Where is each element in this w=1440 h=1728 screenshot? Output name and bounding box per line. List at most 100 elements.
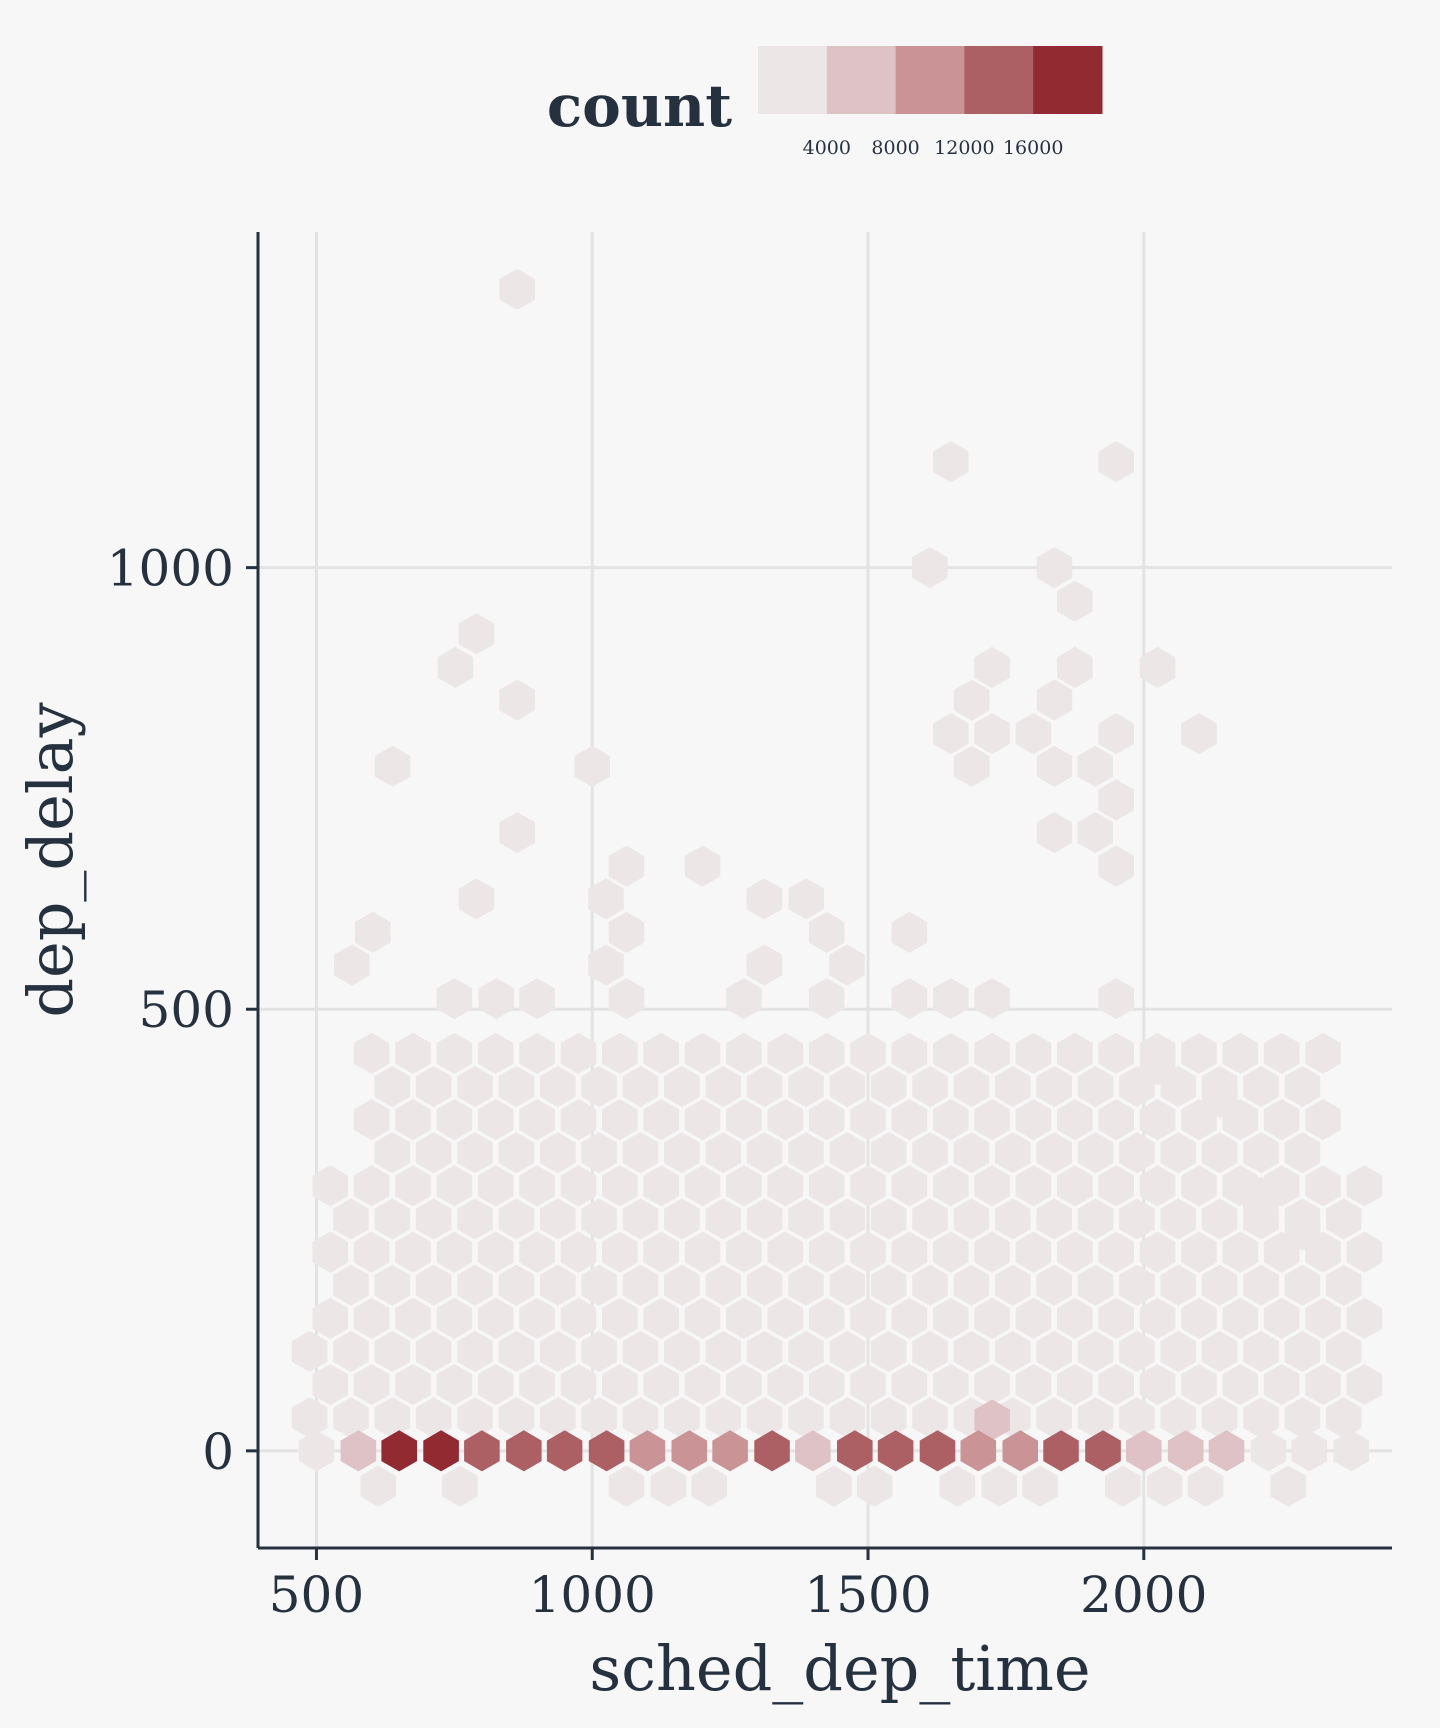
hex-cell xyxy=(850,1099,886,1141)
hex-cell xyxy=(1326,1264,1362,1306)
hex-cell xyxy=(1250,1430,1287,1472)
hex-cell xyxy=(1139,1165,1176,1207)
hex-cell xyxy=(746,1132,783,1174)
hex-cell xyxy=(1243,1264,1279,1306)
hex-cell xyxy=(333,1330,369,1372)
hex-cell xyxy=(498,1132,535,1174)
hex-cell xyxy=(540,1264,576,1306)
hex-cell xyxy=(415,1132,452,1174)
hex-cell xyxy=(933,1297,969,1339)
hex-cell xyxy=(891,1297,928,1339)
hex-cell xyxy=(622,1397,659,1439)
hex-cell xyxy=(664,1198,700,1240)
hex-cell xyxy=(746,1330,783,1372)
hex-cell xyxy=(726,1364,762,1406)
y-tick-label: 1000 xyxy=(107,540,234,598)
hex-cell xyxy=(1057,646,1093,688)
hex-cell xyxy=(643,1364,679,1406)
hex-cell xyxy=(1098,1297,1134,1339)
hex-cell xyxy=(374,1330,411,1372)
hex-cell xyxy=(457,1264,493,1306)
hex-cell xyxy=(1036,1264,1072,1306)
hex-cell xyxy=(933,1165,969,1207)
hex-cell xyxy=(933,1099,969,1141)
x-axis-title: sched_dep_time xyxy=(589,1632,1090,1705)
hex-cell xyxy=(519,1165,555,1207)
hex-cell xyxy=(974,1399,1010,1441)
hex-cell xyxy=(939,1465,976,1507)
hex-cell xyxy=(995,1066,1031,1108)
hex-cell xyxy=(1160,1330,1197,1372)
hex-cell xyxy=(870,1264,907,1306)
hex-cell xyxy=(643,1297,679,1339)
hex-cell xyxy=(995,1132,1031,1174)
hex-cell xyxy=(374,1066,411,1108)
hex-cell xyxy=(808,911,845,953)
hex-cell xyxy=(478,978,515,1020)
hex-cell xyxy=(477,1364,514,1406)
hex-cell xyxy=(499,812,535,854)
y-axis-title: dep_delay xyxy=(14,702,87,1017)
hex-cell xyxy=(360,1465,396,1507)
x-tick-label: 500 xyxy=(269,1566,364,1624)
hex-cell xyxy=(726,1231,762,1273)
hex-cell xyxy=(602,1231,638,1273)
hex-cell xyxy=(850,1032,886,1074)
hex-cell xyxy=(788,1132,824,1174)
hex-cell xyxy=(381,1430,417,1472)
hex-cell xyxy=(519,1297,555,1339)
hex-cell xyxy=(353,1165,390,1207)
hex-cell xyxy=(1139,1364,1176,1406)
hex-cell xyxy=(705,1264,741,1306)
hex-cell xyxy=(498,1264,535,1306)
hex-cell xyxy=(808,1165,845,1207)
hex-cell xyxy=(602,1099,638,1141)
hex-cell xyxy=(1284,1066,1321,1108)
hex-cell xyxy=(560,1231,597,1273)
hex-cell xyxy=(995,1264,1031,1306)
hex-cell xyxy=(436,1297,473,1339)
hex-cell xyxy=(312,1165,348,1207)
hex-cell xyxy=(1222,1364,1259,1406)
hex-cell xyxy=(333,1264,369,1306)
hex-cell xyxy=(767,1231,804,1273)
legend: count 4000 8000 12000 16000 xyxy=(547,46,1103,159)
hex-cell xyxy=(1036,1132,1072,1174)
hex-cell xyxy=(1105,1465,1141,1507)
hex-cell xyxy=(1077,1264,1114,1306)
hex-cell xyxy=(1036,1066,1072,1108)
y-tick-label: 500 xyxy=(139,981,234,1039)
hex-cell xyxy=(933,713,969,755)
hex-cell xyxy=(1263,1364,1300,1406)
hex-cell xyxy=(353,1297,390,1339)
hex-cell xyxy=(1015,1231,1052,1273)
hex-cell xyxy=(788,1066,824,1108)
hex-cell xyxy=(499,268,535,310)
hex-cell xyxy=(395,1297,431,1339)
hex-cell xyxy=(974,713,1010,755)
y-axis-ticks: 0 500 1000 xyxy=(107,540,258,1481)
hex-cell xyxy=(629,1430,666,1472)
hex-cell xyxy=(726,1032,762,1074)
axes: 500 1000 1500 2000 0 500 1000 xyxy=(107,232,1392,1624)
hex-cell xyxy=(519,1231,555,1273)
hex-cell xyxy=(1291,1430,1328,1472)
hex-cell xyxy=(560,1032,597,1074)
hex-cell xyxy=(767,1099,804,1141)
hex-cell xyxy=(581,1132,617,1174)
hex-cell xyxy=(953,1132,990,1174)
hex-cell xyxy=(1015,713,1052,755)
hex-cell xyxy=(622,1198,659,1240)
hex-cell xyxy=(788,1397,824,1439)
hex-cell xyxy=(829,1330,866,1372)
hex-cell xyxy=(1119,1132,1155,1174)
hex-cell xyxy=(933,1364,969,1406)
hex-cell xyxy=(540,1132,576,1174)
hex-cell xyxy=(767,1364,804,1406)
hex-cell xyxy=(684,1297,721,1339)
hex-cell xyxy=(1160,1264,1197,1306)
hex-cell xyxy=(1077,1198,1114,1240)
hex-cell xyxy=(499,679,535,721)
hex-cell xyxy=(684,1231,721,1273)
hex-cell xyxy=(1015,1165,1052,1207)
